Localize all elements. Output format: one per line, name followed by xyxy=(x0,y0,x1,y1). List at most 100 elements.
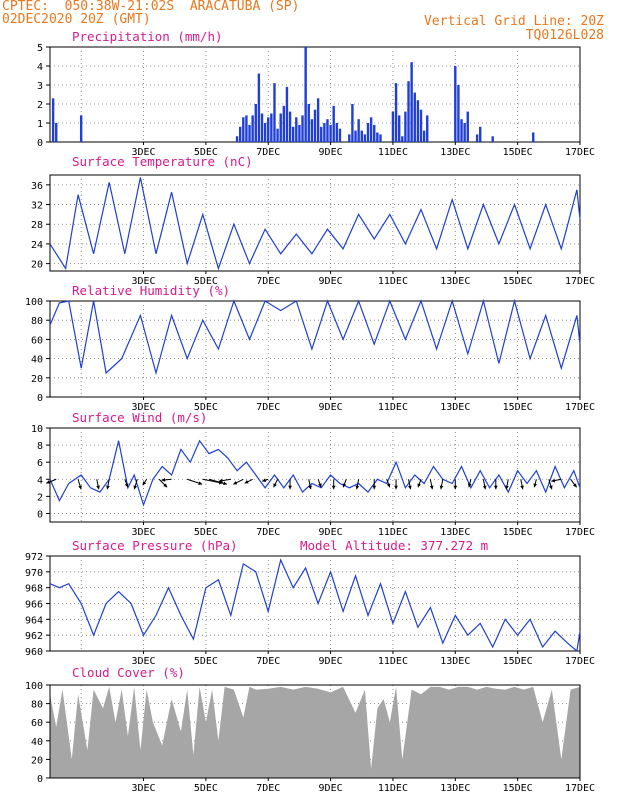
precip-bar xyxy=(273,83,276,142)
y-tick-label: 32 xyxy=(31,201,43,212)
panel-title: Precipitation (mm/h) xyxy=(72,29,223,44)
precip-bar xyxy=(298,124,301,142)
precip-bar xyxy=(366,123,370,142)
y-tick-label: 60 xyxy=(31,335,43,346)
y-tick-label: 972 xyxy=(25,552,43,563)
precip-bar xyxy=(55,123,58,142)
y-tick-label: 2 xyxy=(37,492,43,503)
panel-title: Surface Temperature (nC) xyxy=(72,154,253,169)
x-tick-label: 5DEC xyxy=(194,147,218,158)
precip-bar xyxy=(254,104,257,142)
y-tick-label: 100 xyxy=(25,297,43,308)
x-tick-label: 13DEC xyxy=(440,527,470,538)
wind-arrow-head xyxy=(551,478,556,483)
header-line-1: CPTEC: 050:38W-21:02S ARACATUBA (SP) xyxy=(2,0,300,14)
x-tick-label: 9DEC xyxy=(319,527,343,538)
y-tick-label: 4 xyxy=(37,475,43,486)
wind-arrow-head xyxy=(429,485,434,490)
x-tick-label: 15DEC xyxy=(503,276,533,287)
wind-arrow-head xyxy=(218,478,223,483)
y-tick-label: 968 xyxy=(25,584,43,595)
precip-bar xyxy=(263,123,267,142)
x-tick-label: 9DEC xyxy=(319,783,343,794)
precip-bar xyxy=(276,128,279,142)
wind-arrow-head xyxy=(273,483,277,488)
x-tick-label: 11DEC xyxy=(378,656,408,667)
precip-bar xyxy=(454,66,457,142)
y-tick-label: 20 xyxy=(31,755,43,766)
x-tick-label: 17DEC xyxy=(565,783,595,794)
x-tick-label: 13DEC xyxy=(440,783,470,794)
x-tick-label: 17DEC xyxy=(565,656,595,667)
y-tick-label: 964 xyxy=(25,615,43,626)
precip-bar xyxy=(285,86,289,142)
y-tick-label: 28 xyxy=(31,220,43,231)
precip-bar xyxy=(282,105,286,142)
precip-bar xyxy=(407,81,410,142)
precip-bar xyxy=(410,62,413,143)
precip-bar xyxy=(79,115,83,142)
x-tick-label: 3DEC xyxy=(131,783,155,794)
x-tick-label: 13DEC xyxy=(440,276,470,287)
x-tick-label: 15DEC xyxy=(503,147,533,158)
x-tick-label: 5DEC xyxy=(194,783,218,794)
precip-bar xyxy=(270,113,273,142)
panel-frame xyxy=(49,300,581,398)
x-tick-label: 13DEC xyxy=(440,656,470,667)
x-tick-label: 11DEC xyxy=(378,527,408,538)
x-tick-label: 5DEC xyxy=(194,527,218,538)
precip-bar xyxy=(475,134,479,142)
panel-frame xyxy=(49,427,581,523)
x-tick-label: 11DEC xyxy=(378,276,408,287)
precip-bar xyxy=(238,126,242,142)
x-tick-label: 3DEC xyxy=(131,656,155,667)
y-tick-label: 966 xyxy=(25,600,43,611)
wind-arrow-head xyxy=(308,485,312,490)
precip-bar xyxy=(416,100,420,142)
x-tick-label: 3DEC xyxy=(131,276,155,287)
y-tick-label: 10 xyxy=(31,424,43,435)
y-tick-label: 3 xyxy=(37,81,43,92)
wind-arrow-head xyxy=(453,485,458,490)
precip-bar xyxy=(401,136,404,142)
wind-arrow-head xyxy=(493,485,498,490)
precip-bar xyxy=(329,124,332,142)
wind-arrow-head xyxy=(223,481,227,486)
precip-bar xyxy=(260,113,264,142)
x-tick-label: 15DEC xyxy=(503,783,533,794)
wind-arrow-head xyxy=(318,483,322,488)
y-tick-label: 80 xyxy=(31,700,43,711)
panel-pressure: 960 962 964 966 968 970 972 3DEC 5DEC 7DEC 9DEC 11D… xyxy=(25,538,595,667)
precip-bar xyxy=(242,117,245,142)
precip-bar xyxy=(397,115,401,142)
wind-arrow-head xyxy=(548,485,553,490)
precip-bar xyxy=(338,128,342,142)
x-tick-label: 7DEC xyxy=(256,276,280,287)
x-tick-label: 13DEC xyxy=(440,402,470,413)
x-tick-label: 9DEC xyxy=(319,402,343,413)
panel-frame xyxy=(49,174,581,272)
precip-bar xyxy=(491,136,494,142)
precip-bar xyxy=(257,73,261,142)
x-tick-label: 5DEC xyxy=(194,276,218,287)
y-tick-label: 40 xyxy=(31,737,43,748)
y-tick-label: 6 xyxy=(37,458,43,469)
y-tick-label: 80 xyxy=(31,316,43,327)
precip-bar xyxy=(422,130,426,142)
precip-bar xyxy=(363,134,367,142)
y-tick-label: 0 xyxy=(37,138,43,149)
x-tick-label: 7DEC xyxy=(256,656,280,667)
wind-arrow-head xyxy=(520,485,524,490)
wind-arrow-head xyxy=(386,483,391,488)
y-tick-label: 60 xyxy=(31,718,43,729)
precip-bar xyxy=(323,123,326,142)
y-tick-label: 5 xyxy=(37,43,43,54)
precip-bar xyxy=(376,132,379,142)
wind-arrow-head xyxy=(372,485,377,490)
precip-bar xyxy=(326,119,329,142)
panel-annotation: Model Altitude: 377.272 m xyxy=(300,538,488,553)
precip-bar xyxy=(419,109,423,142)
x-tick-label: 15DEC xyxy=(503,402,533,413)
x-tick-label: 15DEC xyxy=(503,527,533,538)
